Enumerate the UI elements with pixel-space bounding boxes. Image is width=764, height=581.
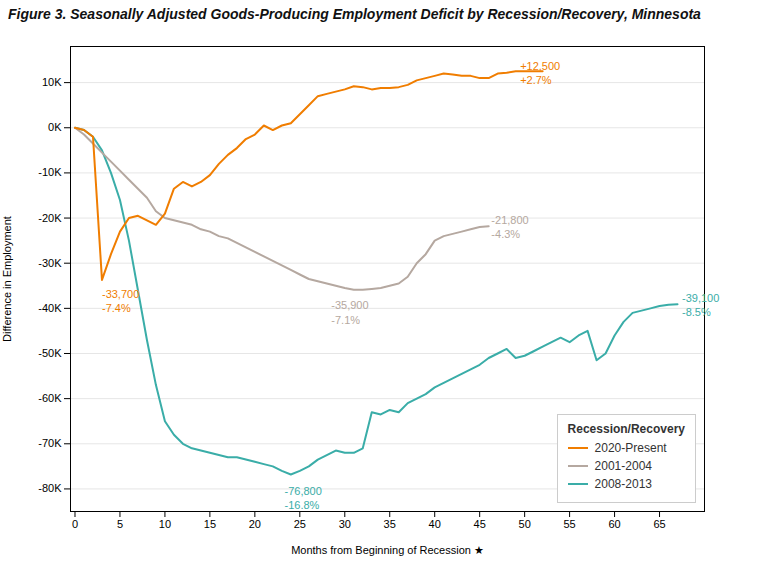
svg-text:10: 10 [159, 518, 171, 530]
html-text:2001-2004: 2001-2004 [594, 459, 652, 473]
svg-text:60: 60 [608, 518, 620, 530]
svg-text:5: 5 [117, 518, 123, 530]
svg-text:0: 0 [72, 518, 78, 530]
svg-text:-40K: -40K [38, 302, 62, 314]
svg-text:-39,100-8.5%: -39,100-8.5% [682, 292, 719, 318]
svg-text:55: 55 [563, 518, 575, 530]
svg-text:40: 40 [429, 518, 441, 530]
svg-text:45: 45 [474, 518, 486, 530]
html-text:2008-2013: 2008-2013 [594, 477, 652, 491]
svg-text:-76,800-16.8%: -76,800-16.8% [285, 485, 322, 511]
svg-text:30: 30 [339, 518, 351, 530]
svg-text:-33,700-7.4%: -33,700-7.4% [102, 288, 139, 314]
svg-text:65: 65 [653, 518, 665, 530]
svg-text:20: 20 [249, 518, 261, 530]
svg-text:-80K: -80K [38, 482, 62, 494]
html-text:2020-Present: 2020-Present [594, 441, 667, 455]
svg-text:35: 35 [384, 518, 396, 530]
svg-text:+12,500+2.7%: +12,500+2.7% [520, 60, 560, 86]
svg-text:-30K: -30K [38, 257, 62, 269]
svg-text:-50K: -50K [38, 347, 62, 359]
svg-text:Months from Beginning of Reces: Months from Beginning of Recession ★ [291, 544, 484, 556]
svg-text:-60K: -60K [38, 392, 62, 404]
svg-text:-70K: -70K [38, 437, 62, 449]
svg-text:0K: 0K [48, 121, 62, 133]
svg-text:10K: 10K [42, 76, 62, 88]
html-text:Figure 3. Seasonally Adjusted: Figure 3. Seasonally Adjusted Goods-Prod… [8, 6, 701, 22]
svg-text:50: 50 [519, 518, 531, 530]
svg-text:-10K: -10K [38, 166, 62, 178]
svg-text:-21,800-4.3%: -21,800-4.3% [491, 214, 528, 240]
svg-text:15: 15 [204, 518, 216, 530]
svg-text:Difference in Employment: Difference in Employment [1, 216, 13, 342]
html-text:Recession/Recovery: Recession/Recovery [567, 422, 685, 436]
svg-text:-35,900-7.1%: -35,900-7.1% [331, 299, 368, 325]
svg-text:-20K: -20K [38, 212, 62, 224]
svg-text:25: 25 [294, 518, 306, 530]
